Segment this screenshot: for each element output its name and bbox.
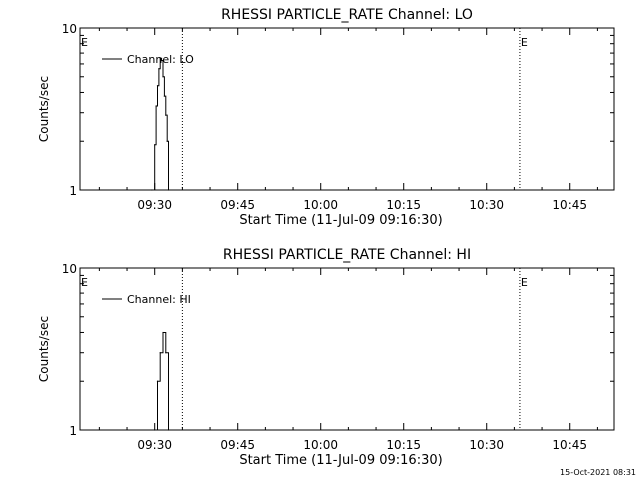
series-point <box>156 85 159 87</box>
x-axis-label: Start Time (11-Jul-09 09:16:30) <box>239 213 442 228</box>
y-tick-label: 1 <box>69 184 77 198</box>
x-tick-label: 09:30 <box>137 438 172 452</box>
series-point <box>166 140 168 142</box>
series-point <box>158 68 160 70</box>
series-line <box>154 332 169 431</box>
hi-channel-panel: RHESSI PARTICLE_RATE Channel: HI 09:30 09:… <box>37 247 615 468</box>
x-tick-label: 10:45 <box>552 438 587 452</box>
series-point <box>154 144 156 146</box>
series-point <box>159 352 161 354</box>
lo-channel-panel: RHESSI PARTICLE_RATE Channel: LO 09:30 09:… <box>37 7 615 228</box>
series-point <box>161 59 163 62</box>
event-marker-label: E <box>521 276 528 289</box>
legend-label: Channel: HI <box>127 293 191 306</box>
x-tick-label: 09:45 <box>220 198 255 212</box>
x-tick-label: 10:30 <box>469 198 504 212</box>
series-point <box>154 429 156 431</box>
x-tick-label: 10:15 <box>386 198 421 212</box>
series-point <box>165 114 167 116</box>
left-marker-label: E <box>81 36 88 49</box>
y-axis-label: Counts/sec <box>37 76 51 142</box>
series-point <box>163 95 165 97</box>
series-point <box>167 189 170 191</box>
footer-timestamp: 15-Oct-2021 08:31 <box>560 468 636 477</box>
x-tick-label: 10:30 <box>469 438 504 452</box>
series-point <box>155 105 157 107</box>
x-tick-label: 10:00 <box>303 198 338 212</box>
chart-title: RHESSI PARTICLE_RATE Channel: LO <box>221 7 473 23</box>
series-point <box>162 331 164 334</box>
series-point <box>165 352 167 354</box>
left-marker-label: E <box>81 276 88 289</box>
x-tick-label: 10:45 <box>552 198 587 212</box>
y-tick-label: 10 <box>62 262 77 276</box>
y-tick-label: 10 <box>62 22 77 36</box>
y-tick-label: 1 <box>69 424 77 438</box>
x-tick-label: 09:45 <box>220 438 255 452</box>
chart-title: RHESSI PARTICLE_RATE Channel: HI <box>223 247 471 263</box>
series-point <box>159 57 161 59</box>
x-tick-label: 09:30 <box>137 198 172 212</box>
event-marker-label: E <box>521 36 528 49</box>
x-tick-label: 10:00 <box>303 438 338 452</box>
x-tick-label: 10:15 <box>386 438 421 452</box>
x-axis-label: Start Time (11-Jul-09 09:16:30) <box>239 453 442 468</box>
series-point <box>162 76 164 78</box>
series-line <box>151 57 169 191</box>
series-point <box>167 429 170 431</box>
series-point <box>151 189 153 191</box>
y-axis-label: Counts/sec <box>37 316 51 382</box>
series-point <box>156 380 159 382</box>
